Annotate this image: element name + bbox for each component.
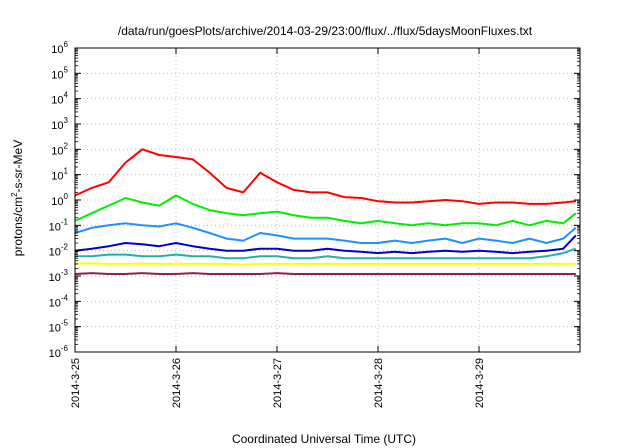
y-tick-label: 10-6 — [49, 344, 69, 360]
y-tick-label: 10-4 — [49, 293, 69, 309]
y-tick-label: 10-1 — [49, 217, 69, 233]
x-tick-label: 2014-3-26 — [171, 358, 183, 408]
series-line-5 — [75, 247, 577, 260]
y-tick-label: 105 — [51, 65, 68, 81]
y-tick-label: 106 — [51, 40, 68, 56]
y-tick-label: 104 — [51, 91, 68, 107]
axis-ticks: 10-6 10-5 10-4 10-3 10-2 10-1 100 101 102 103 104 1… — [49, 40, 580, 408]
grid-lines — [75, 48, 580, 352]
series-lines — [74, 148, 577, 275]
y-tick-label: 10-5 — [49, 319, 69, 335]
y-tick-label: 101 — [51, 167, 68, 183]
x-tick-label: 2014-3-28 — [373, 358, 385, 408]
series-line-1 — [74, 148, 576, 205]
y-tick-label: 10-2 — [49, 243, 69, 259]
x-tick-label: 2014-3-27 — [272, 358, 284, 408]
x-tick-label: 2014-3-25 — [70, 358, 82, 408]
series-line-3 — [74, 222, 577, 244]
chart-title: /data/run/goesPlots/archive/2014-03-29/2… — [118, 24, 533, 38]
y-tick-label: 100 — [51, 192, 68, 208]
y-tick-label: 102 — [51, 141, 68, 157]
series-line-7 — [74, 272, 576, 275]
x-axis-title: Coordinated Universal Time (UTC) — [232, 432, 416, 446]
y-axis-title: protons/cm2-s-sr-MeV — [10, 140, 25, 256]
y-tick-label: 10-3 — [49, 268, 69, 284]
x-tick-label: 2014-3-29 — [474, 358, 486, 408]
y-tick-label: 103 — [51, 116, 68, 132]
series-line-2 — [74, 194, 577, 227]
series-line-6 — [74, 262, 576, 266]
series-line-4 — [74, 234, 577, 255]
